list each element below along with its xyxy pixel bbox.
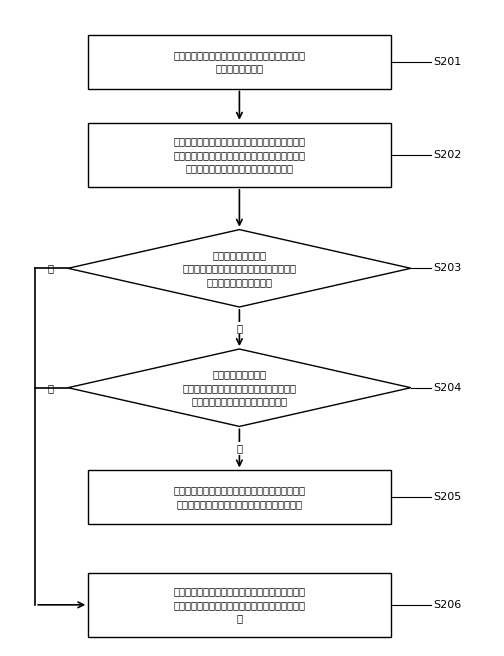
Text: S204: S204 <box>433 382 462 393</box>
Text: S205: S205 <box>433 492 462 502</box>
Text: 否: 否 <box>47 263 53 274</box>
Text: S202: S202 <box>433 150 462 160</box>
Text: 所述基站确定自身与使用第一频点的授权系统基站
之间的第一距离，以及自身与使用第一频点的其他
相邻频点的授权系统基站之间的其他距离: 所述基站确定自身与使用第一频点的授权系统基站 之间的第一距离，以及自身与使用第一… <box>173 136 305 173</box>
Bar <box>88 470 391 524</box>
Text: 所述基站确定所述第一频点可用，并向所述数据库
服务器上报所述第一频点为可用频点的响应消息: 所述基站确定所述第一频点可用，并向所述数据库 服务器上报所述第一频点为可用频点的… <box>173 485 305 509</box>
Text: 否: 否 <box>47 382 53 393</box>
Text: 是: 是 <box>236 443 242 453</box>
Text: 基站接收数据库服务器发送的在第一频点上引入感
知系统的请求消息: 基站接收数据库服务器发送的在第一频点上引入感 知系统的请求消息 <box>173 50 305 73</box>
Polygon shape <box>68 230 411 307</box>
Bar <box>88 573 391 637</box>
Bar <box>88 123 391 187</box>
Polygon shape <box>68 349 411 426</box>
Text: 是: 是 <box>236 323 242 333</box>
Text: S206: S206 <box>433 600 462 610</box>
Bar <box>88 35 391 89</box>
Text: 所述基站确定所述第一频点不可用，并向所述数据
库服务器上报所述第一频点为不可用频点的响应消
息: 所述基站确定所述第一频点不可用，并向所述数据 库服务器上报所述第一频点为不可用频… <box>173 586 305 623</box>
Text: S201: S201 <box>433 56 462 67</box>
Text: 基站根据第一距离，
判断感知系统和在第一频点上工作的授权系
统是否符合同频共存准则: 基站根据第一距离， 判断感知系统和在第一频点上工作的授权系 统是否符合同频共存准… <box>182 250 296 287</box>
Text: S203: S203 <box>433 263 462 274</box>
Text: 基站根据其他距离，
判断感知系统和在其他相邻频点上工作的授
权系统是否符合相应的频点共存准则: 基站根据其他距离， 判断感知系统和在其他相邻频点上工作的授 权系统是否符合相应的… <box>182 369 296 406</box>
